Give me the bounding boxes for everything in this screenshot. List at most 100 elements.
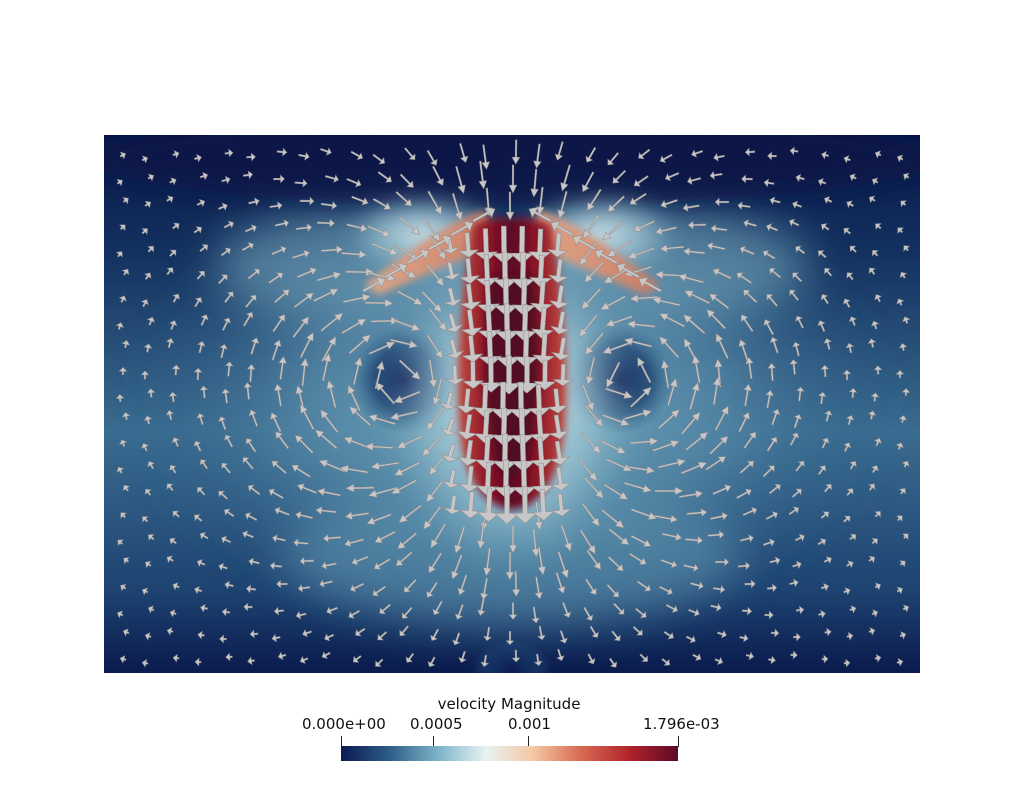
arrow-glyph <box>494 303 520 343</box>
arrow-glyph <box>792 560 802 570</box>
arrow-glyph <box>715 333 729 359</box>
arrow-glyph <box>371 242 399 256</box>
arrow-glyph <box>166 555 174 564</box>
arrow-glyph <box>144 560 152 569</box>
arrow-glyph <box>141 442 150 452</box>
arrow-glyph <box>508 164 518 194</box>
arrow-glyph <box>767 151 777 161</box>
arrow-glyph <box>743 383 752 407</box>
arrow-glyph <box>714 197 730 207</box>
arrow-glyph <box>451 554 463 580</box>
arrow-glyph <box>171 222 180 230</box>
arrow-glyph <box>291 249 310 259</box>
arrow-glyph <box>393 390 421 404</box>
arrow-glyph <box>344 538 364 548</box>
arrow-glyph <box>896 298 905 306</box>
arrow-glyph <box>194 153 202 163</box>
arrow-glyph <box>140 299 149 308</box>
arrow-glyph <box>873 365 883 375</box>
arrow-glyph <box>560 164 571 192</box>
arrow-glyph <box>495 329 521 369</box>
arrow-glyph <box>899 560 906 568</box>
arrow-glyph <box>271 460 287 474</box>
arrow-glyph <box>581 502 600 527</box>
arrow-glyph <box>193 440 202 452</box>
arrow-glyph <box>427 190 442 216</box>
arrow-glyph <box>197 630 205 640</box>
arrow-glyph <box>320 312 344 332</box>
arrow-glyph <box>428 552 443 574</box>
arrow-glyph <box>219 634 227 644</box>
arrow-glyph <box>817 177 827 187</box>
arrow-glyph <box>762 465 775 478</box>
arrow-glyph <box>527 228 552 262</box>
arrow-glyph <box>268 272 284 284</box>
arrow-glyph <box>531 528 540 558</box>
arrow-glyph <box>505 631 515 646</box>
arrow-glyph <box>276 579 288 589</box>
arrow-glyph <box>169 320 178 331</box>
arrow-glyph <box>248 197 260 207</box>
arrow-glyph <box>638 148 651 160</box>
arrow-glyph <box>685 635 696 644</box>
arrow-glyph <box>683 563 699 572</box>
arrow-glyph <box>638 276 662 293</box>
arrow-glyph <box>528 206 552 223</box>
arrow-glyph <box>494 485 520 525</box>
arrow-glyph <box>633 220 656 232</box>
arrow-glyph <box>659 336 680 359</box>
arrow-glyph <box>196 199 206 208</box>
arrow-glyph <box>147 173 155 182</box>
arrow-glyph <box>843 442 852 453</box>
arrow-glyph <box>350 582 365 593</box>
arrow-glyph <box>511 139 521 165</box>
arrow-glyph <box>296 267 317 279</box>
arrow-glyph <box>148 534 155 541</box>
arrow-glyph <box>607 195 625 212</box>
arrow-glyph <box>845 414 855 426</box>
arrow-glyph <box>352 356 363 386</box>
arrow-glyph <box>291 464 311 478</box>
arrow-glyph <box>867 338 877 348</box>
arrow-glyph <box>368 414 396 426</box>
arrow-glyph <box>246 152 256 162</box>
arrow-glyph <box>710 224 728 233</box>
arrow-glyph <box>172 150 180 159</box>
arrow-glyph <box>457 232 480 258</box>
arrow-glyph <box>341 250 367 259</box>
arrow-glyph <box>116 610 124 619</box>
arrow-glyph <box>428 359 438 389</box>
tick-mark-001 <box>528 736 529 747</box>
arrow-glyph <box>165 338 175 349</box>
arrow-glyph <box>404 147 416 161</box>
arrow-glyph <box>581 287 602 310</box>
arrow-glyph <box>823 338 832 350</box>
arrow-glyph <box>899 631 907 640</box>
arrow-glyph <box>817 465 827 476</box>
arrow-glyph <box>555 572 566 594</box>
arrow-glyph <box>225 652 233 662</box>
legend-title: velocity Magnitude <box>437 695 581 713</box>
arrow-glyph <box>441 469 461 489</box>
arrow-glyph <box>367 487 397 498</box>
arrow-glyph <box>454 603 464 620</box>
arrow-glyph <box>714 405 729 431</box>
arrow-glyph <box>513 330 539 368</box>
arrow-glyph <box>194 657 202 667</box>
arrow-glyph <box>560 524 572 552</box>
arrow-glyph <box>509 407 535 447</box>
arrow-glyph <box>766 293 778 307</box>
arrow-glyph <box>738 411 750 433</box>
arrow-glyph <box>874 653 882 663</box>
arrow-glyph <box>270 412 282 433</box>
arrow-glyph <box>609 657 618 668</box>
arrow-glyph <box>274 506 290 516</box>
arrow-glyph <box>821 654 829 664</box>
arrow-glyph <box>580 431 601 454</box>
arrow-glyph <box>455 388 478 414</box>
arrow-glyph <box>534 576 543 600</box>
arrow-glyph <box>529 280 554 313</box>
arrow-glyph <box>846 488 854 497</box>
arrow-glyph <box>200 603 208 613</box>
arrow-glyph <box>297 583 311 593</box>
